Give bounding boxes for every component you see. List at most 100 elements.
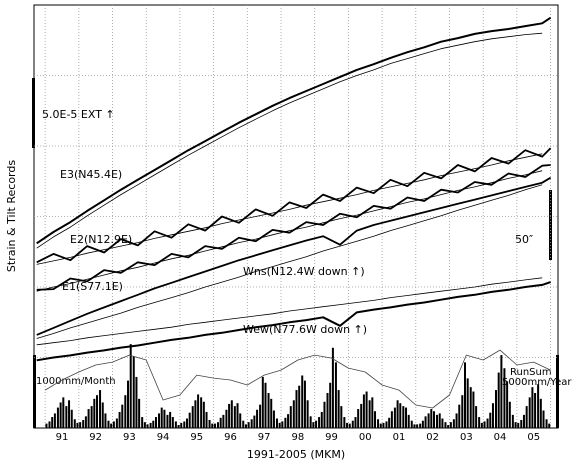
rain-bar (124, 395, 127, 428)
rain-bar (239, 413, 242, 428)
rain-bar (522, 414, 525, 428)
rain-bar (475, 406, 478, 428)
rain-bar (163, 409, 166, 428)
rain-bar (68, 400, 71, 428)
x-tick-label: 02 (426, 432, 439, 443)
rain-bar (96, 395, 99, 428)
rain-bar (202, 401, 205, 428)
rain-bar (115, 418, 118, 428)
rain-bar (402, 406, 405, 428)
rain-bar (51, 417, 54, 428)
rain-bar (53, 413, 56, 428)
rain-bar (45, 423, 48, 428)
rain-bar (346, 422, 349, 428)
series-label: E3(N45.4E) (60, 168, 122, 181)
runsum-scale-bar (556, 355, 559, 428)
x-axis-title: 1991-2005 (MKM) (247, 448, 345, 461)
series-line (36, 147, 552, 264)
rain-bar (360, 403, 363, 428)
rain-bar (497, 372, 500, 428)
x-tick-label: 03 (460, 432, 473, 443)
rain-bar (354, 417, 357, 428)
rain-bar (62, 397, 65, 428)
rain-bar (160, 407, 163, 428)
rain-bar (491, 403, 494, 428)
runsum-label: RunSum (510, 367, 552, 378)
rain-bar (228, 403, 231, 428)
rain-bar (525, 406, 528, 428)
x-tick-label: 94 (157, 432, 170, 443)
rain-bar (152, 420, 155, 428)
rain-bar (169, 411, 172, 428)
rain-bar (284, 417, 287, 428)
rain-bar (84, 416, 87, 428)
y-axis-title: Strain & Tilt Records (5, 160, 18, 272)
rain-bar (531, 387, 534, 428)
rain-bar (253, 415, 256, 428)
rain-bar (486, 418, 489, 428)
rain-bar (247, 422, 250, 428)
rain-bar (107, 420, 110, 428)
rain-bar (219, 417, 222, 428)
strain-scale-label: 5.0E-5 EXT ↑ (42, 108, 115, 121)
rain-bar (48, 421, 51, 428)
rain-bar (166, 414, 169, 428)
rain-bar (410, 420, 413, 428)
rain-bar (211, 423, 214, 428)
rain-bar (185, 418, 188, 428)
rain-bar (191, 406, 194, 428)
series-line (36, 170, 543, 292)
rain-bar (390, 411, 393, 428)
rain-bar (174, 421, 177, 428)
rain-bar (432, 411, 435, 428)
x-tick-label: 01 (393, 432, 406, 443)
rain-bar (511, 414, 514, 428)
rain-bar (388, 417, 391, 428)
rain-bar (132, 356, 135, 428)
series-line (36, 176, 552, 336)
rain-bar (272, 410, 275, 428)
rain-bar (301, 375, 304, 428)
tilt-scale-label: 50″ (515, 233, 533, 246)
rain-bar (171, 417, 174, 428)
rain-bar (438, 413, 441, 428)
x-tick-label: 00 (359, 432, 372, 443)
rain-bar (343, 417, 346, 428)
rain-bar (528, 397, 531, 428)
rain-bar (472, 391, 475, 428)
rain-bar (244, 424, 247, 428)
rain-bar (278, 422, 281, 428)
rain-bar (351, 420, 354, 428)
rain-bar (416, 424, 419, 428)
rain-bar (138, 398, 141, 428)
rain-bar (93, 398, 96, 428)
rain-bar (320, 411, 323, 428)
rain-bar (424, 416, 427, 428)
rain-bar (452, 419, 455, 428)
rain-bar (371, 397, 374, 428)
rain-bar (205, 411, 208, 428)
rain-bar (427, 413, 430, 428)
rain-bar (183, 421, 186, 428)
rain-bar (225, 409, 228, 428)
rain-bar (478, 417, 481, 428)
rain-bar (267, 392, 270, 428)
series-line (36, 281, 551, 362)
rain-bar (233, 406, 236, 428)
rain-bar (264, 382, 267, 428)
x-tick-label: 96 (224, 432, 237, 443)
rain-bar (99, 390, 102, 428)
rain-bar (463, 362, 466, 428)
rain-bar (312, 422, 315, 428)
rain-bar (129, 344, 132, 428)
rain-bar (270, 398, 273, 428)
rain-bar (194, 400, 197, 428)
rain-bar (396, 400, 399, 428)
rain-bar (303, 380, 306, 428)
rain-bar (56, 407, 59, 428)
strain-scale-bar (32, 78, 35, 148)
x-tick-label: 95 (190, 432, 203, 443)
rain-bar (146, 424, 149, 428)
rain-bar (256, 409, 259, 428)
